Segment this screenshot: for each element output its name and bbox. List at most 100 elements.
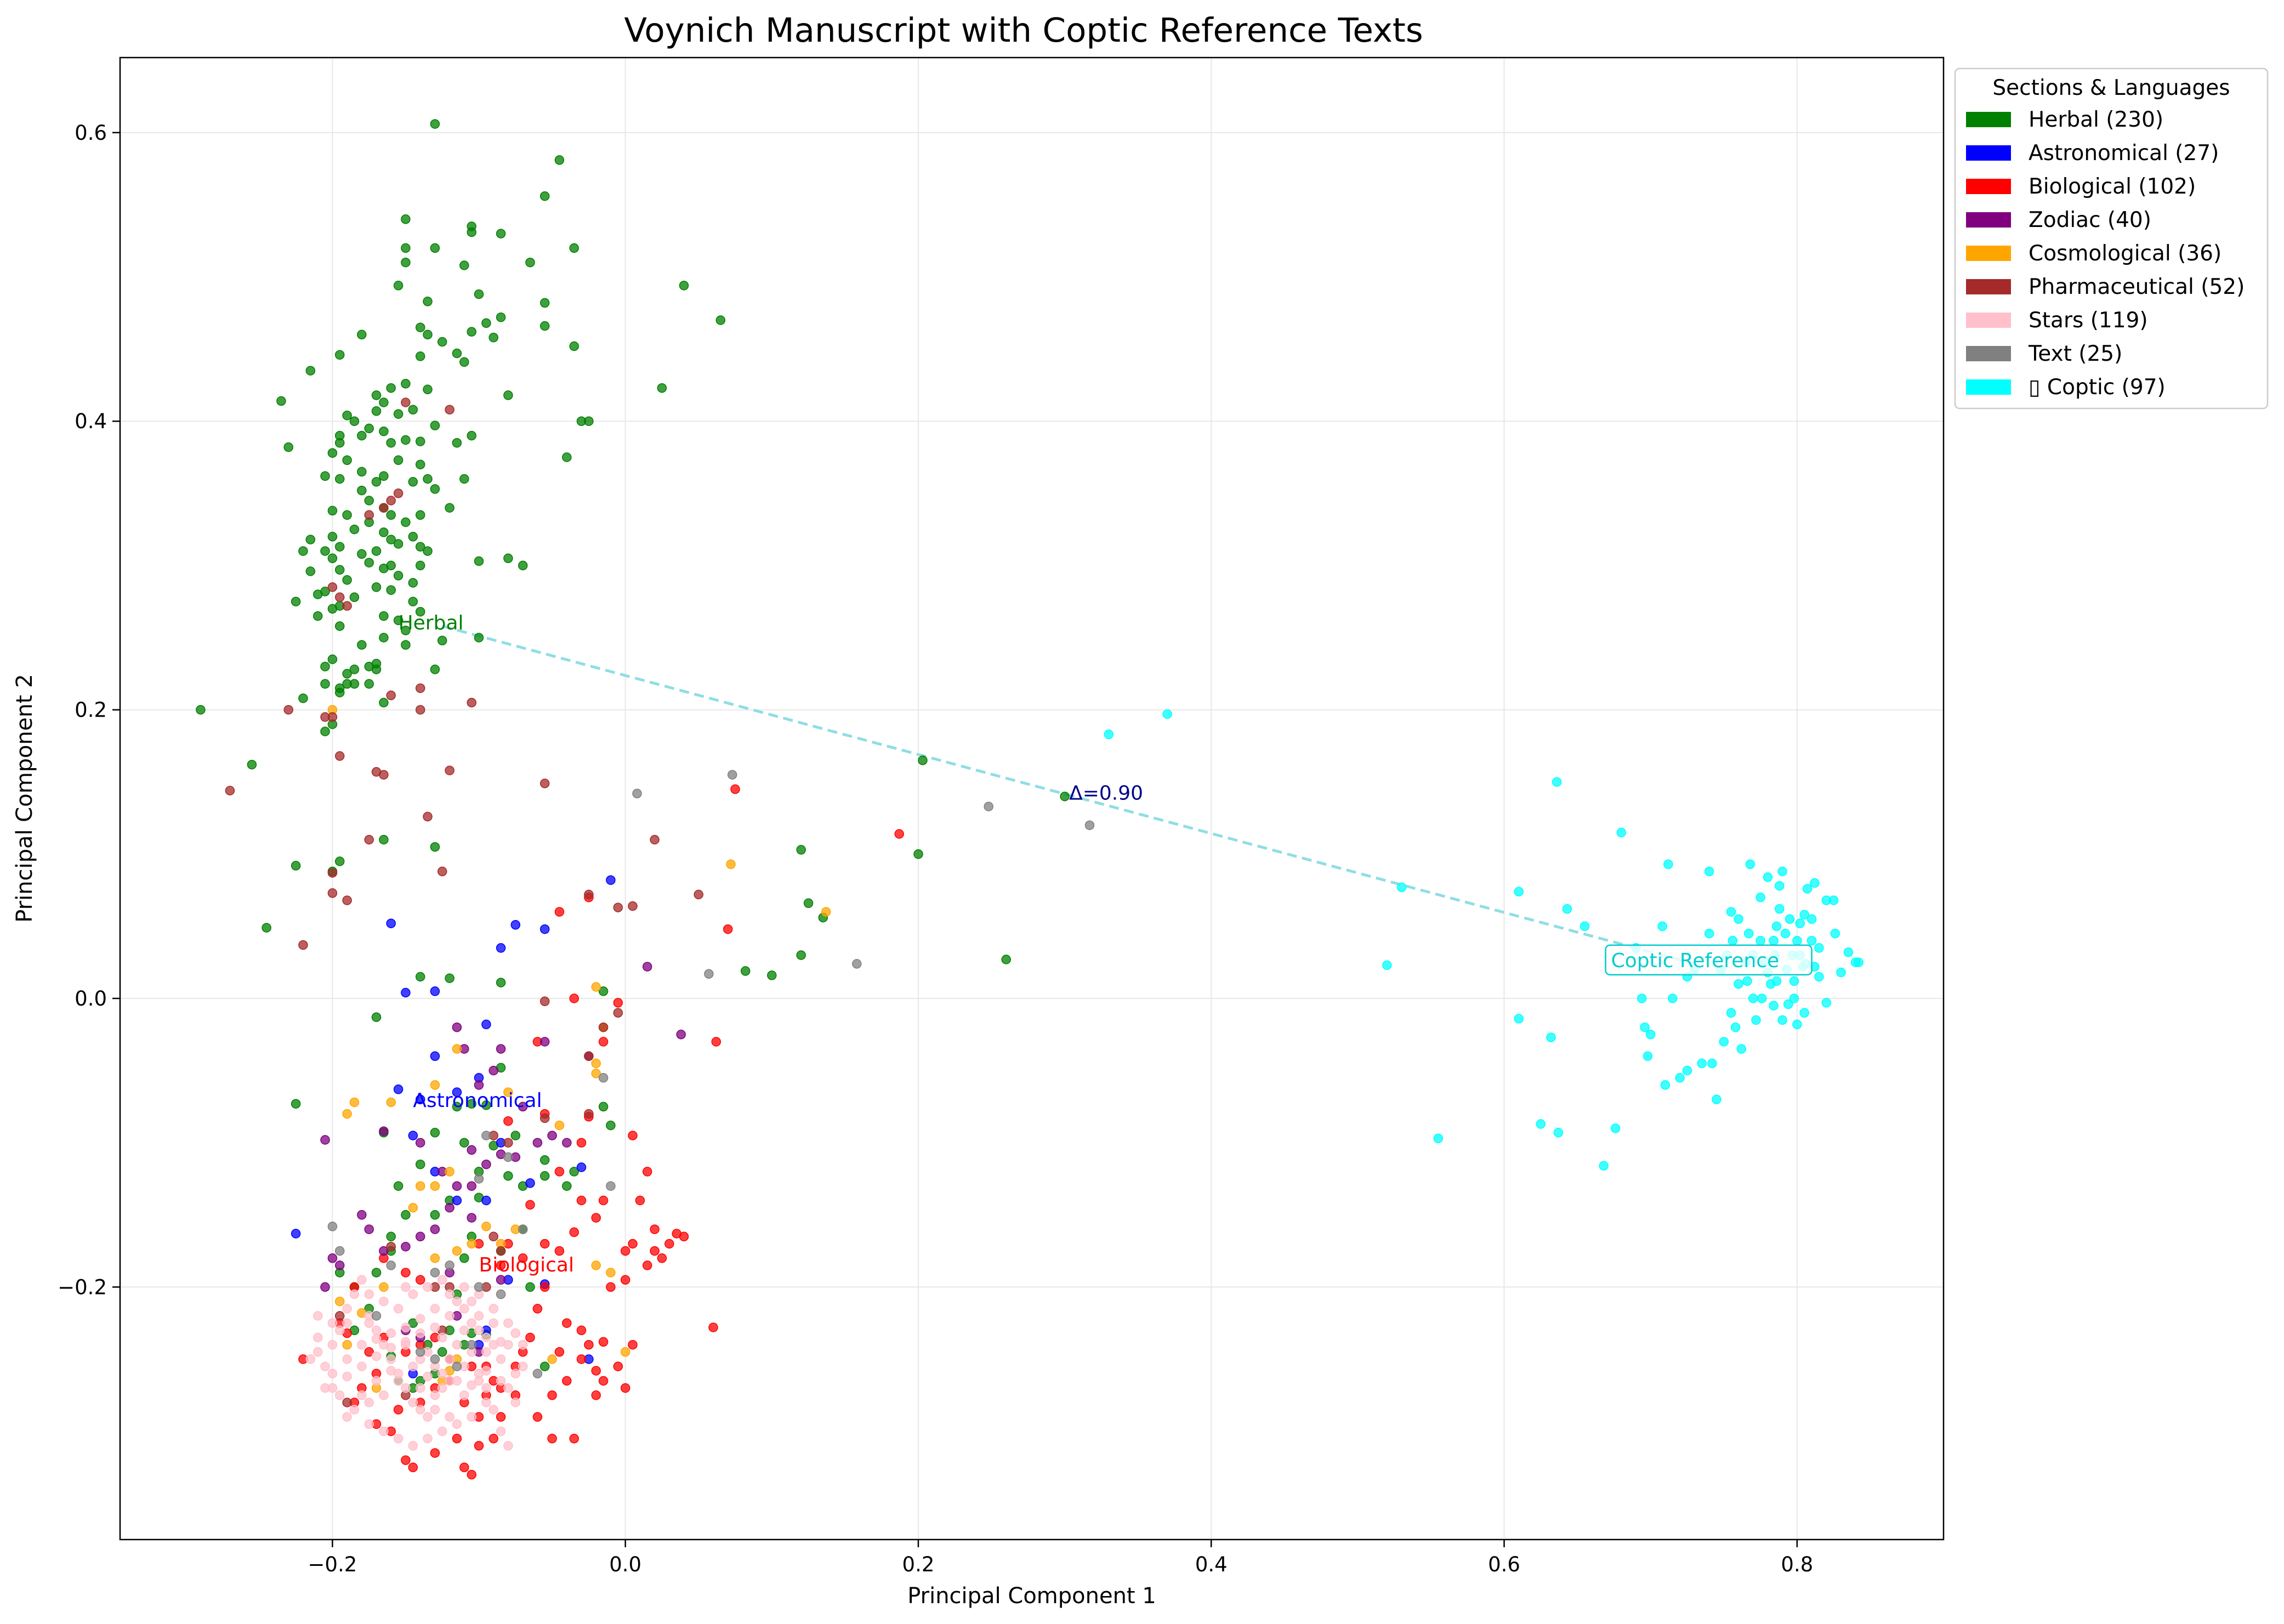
scatter-point [1751,1015,1761,1025]
scatter-point [1799,1008,1809,1018]
scatter-point [467,1339,476,1350]
scatter-point [1783,999,1793,1009]
scatter-point [364,679,374,689]
scatter-point [401,379,411,389]
scatter-point [554,1120,565,1131]
scatter-point [598,1037,609,1047]
y-tick-label: 0.2 [75,699,107,722]
scatter-point [650,834,660,845]
legend-swatch [1966,346,2011,361]
scatter-point [430,1268,440,1277]
legend-swatch [1966,212,2011,228]
scatter-point [1553,1128,1564,1138]
scatter-point [467,1296,476,1307]
scatter-point [532,1304,543,1314]
scatter-point [1514,1014,1524,1024]
scatter-point [525,1178,535,1188]
scatter-point [1830,928,1840,939]
scatter-point [401,257,411,268]
scatter-point [539,1282,550,1292]
scatter-point [415,1094,425,1105]
scatter-point [510,1328,521,1338]
legend-entry-label: Biological (102) [2029,174,2196,199]
legend-swatch [1966,179,2011,194]
scatter-point [327,532,338,542]
scatter-point [320,546,330,556]
x-tick-label: 0.6 [1488,1553,1520,1576]
scatter-point [584,1051,594,1061]
scatter-point [371,1268,382,1277]
scatter-point [320,1383,330,1393]
scatter-point [334,474,345,484]
scatter-point [415,1231,425,1242]
scatter-point [481,1332,491,1343]
scatter-point [393,1405,404,1415]
scatter-point [452,1376,462,1386]
scatter-point [474,1325,484,1336]
scatter-point [408,1318,418,1328]
scatter-point [628,1131,638,1140]
scatter-point [445,1412,454,1422]
scatter-point [379,1246,389,1256]
series-group [196,119,1070,1393]
legend-swatch [1966,145,2011,161]
scatter-point [510,1369,521,1379]
scatter-point [415,1383,425,1393]
scatter-point [606,1282,616,1292]
scatter-point [532,1412,543,1422]
scatter-point [415,1314,425,1324]
scatter-point [408,405,418,414]
scatter-point [496,229,506,239]
scatter-point [320,1135,330,1145]
scatter-point [334,438,345,448]
scatter-point [393,1376,404,1386]
scatter-point [430,1080,440,1090]
scatter-point [334,1325,345,1336]
scatter-point [518,560,528,571]
scatter-point [430,243,440,253]
scatter-point [327,1339,338,1350]
scatter-point [415,1181,425,1191]
scatter-point [386,438,396,448]
scatter-point [445,1260,454,1270]
scatter-point [569,1227,579,1237]
scatter-point [1712,1094,1721,1105]
scatter-point [437,1332,447,1343]
scatter-point [591,1058,601,1069]
scatter-point [445,405,454,414]
scatter-point [401,398,411,407]
scatter-point [430,842,440,852]
scatter-point [1792,1019,1802,1030]
scatter-point [386,1343,396,1353]
scatter-point [1775,881,1785,891]
scatter-point [518,1361,528,1371]
scatter-point [393,281,404,291]
scatter-point [598,1073,609,1083]
scatter-point [334,751,345,761]
scatter-point [452,1181,462,1191]
scatter-point [554,1167,565,1177]
scatter-point [401,214,411,224]
scatter-point [1001,955,1011,964]
scatter-point [598,1101,609,1112]
scatter-point [576,1354,587,1364]
y-tick-label: 0.4 [75,410,107,433]
scatter-point [474,1311,484,1321]
scatter-point [496,1289,506,1299]
scatter-point [1799,910,1809,920]
scatter-point [1843,947,1854,957]
annotation-box [1605,944,1813,976]
x-tick-label: 0.0 [609,1553,641,1576]
annotation-label: Coptic Reference [1611,950,1780,972]
scatter-point [1814,943,1824,953]
scatter-point [357,1390,367,1400]
scatter-point [488,1434,498,1444]
scatter-point [539,1361,550,1371]
scatter-point [591,1260,601,1270]
scatter-point [598,1337,609,1347]
scatter-point [1162,709,1172,719]
scatter-point [474,556,484,566]
scatter-point [1616,827,1627,838]
scatter-point [334,542,345,552]
scatter-point [430,1181,440,1191]
